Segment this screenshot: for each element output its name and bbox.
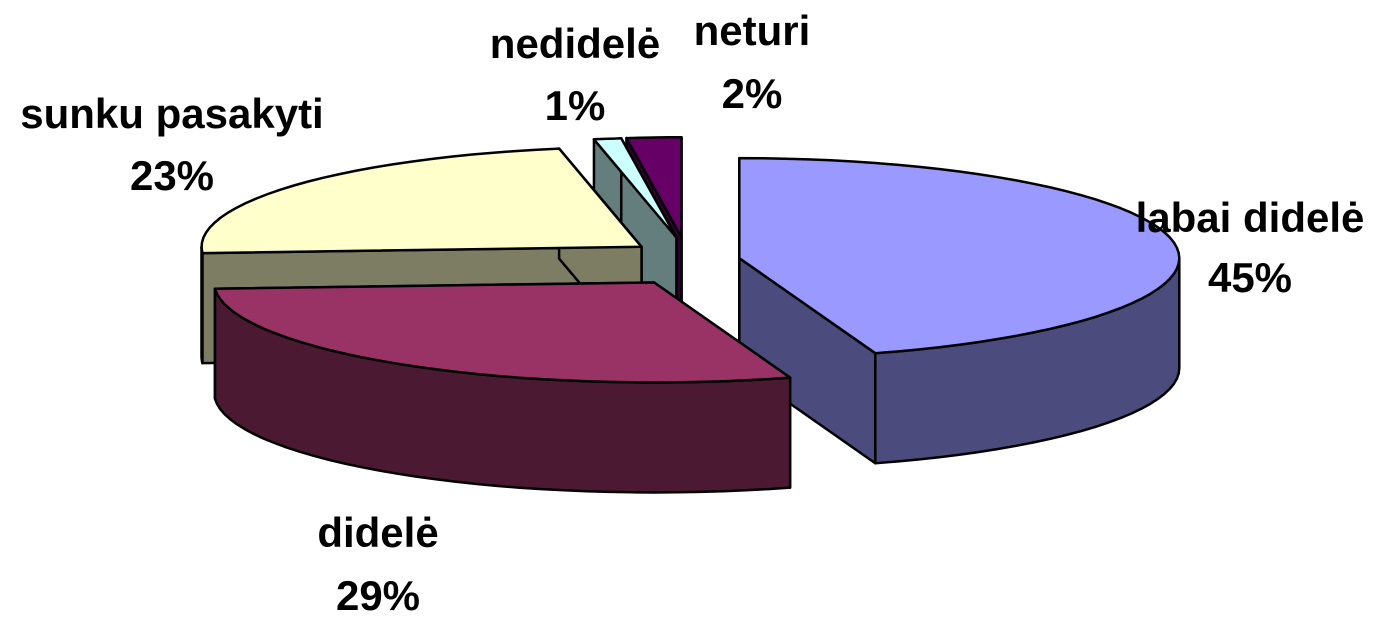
slice-label-didele: didelė bbox=[317, 509, 438, 556]
slice-top-3 bbox=[200, 147, 643, 255]
slice-label-labai-didele: labai didelė bbox=[1136, 194, 1365, 241]
slice-pct-didele: 29% bbox=[336, 572, 420, 618]
slice-pct-nedidele: 1% bbox=[545, 82, 606, 129]
slice-label-nedidele: nedidelė bbox=[490, 20, 660, 67]
slice-top-4 bbox=[592, 137, 678, 239]
slice-pct-labai-didele: 45% bbox=[1208, 254, 1292, 301]
pie-slices bbox=[200, 136, 1181, 494]
slice-top-5 bbox=[625, 136, 683, 239]
slice-pct-neturi: 2% bbox=[722, 70, 783, 117]
pie-slice-2 bbox=[213, 281, 792, 494]
slice-label-neturi: neturi bbox=[694, 7, 811, 54]
slice-outer-wall-3 bbox=[200, 245, 204, 365]
pie-slice-1 bbox=[738, 156, 1181, 465]
slice-label-sunku-pasakyti: sunku pasakyti bbox=[20, 90, 323, 137]
slice-pct-sunku-pasakyti: 23% bbox=[130, 152, 214, 199]
slice-top-2 bbox=[213, 281, 792, 384]
slice-top-1 bbox=[738, 156, 1181, 355]
